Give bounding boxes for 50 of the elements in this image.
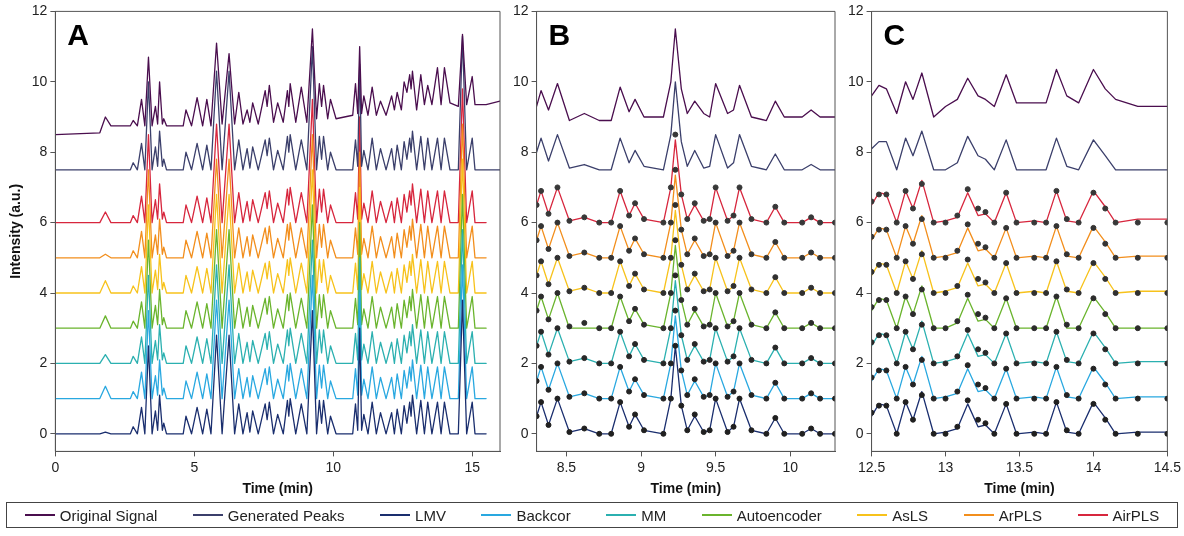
y-tick-label: 12: [847, 2, 864, 19]
y-axis-title: Intensity (a.u.): [7, 183, 24, 279]
x-tick-label: 9.5: [705, 458, 726, 475]
legend-label: AsLS: [892, 506, 929, 524]
x-tick-label: 14.5: [1153, 458, 1182, 475]
y-tick-label: 6: [855, 213, 864, 230]
chart-title: A: [67, 17, 90, 51]
x-tick-label: 13: [937, 458, 954, 475]
y-tick-label: 2: [520, 354, 529, 371]
y-tick-label: 12: [512, 2, 529, 19]
legend-label: LMV: [415, 506, 446, 524]
x-tick-label: 10: [325, 458, 342, 475]
x-tick-label: 13.5: [1005, 458, 1034, 475]
legend-label: ArPLS: [998, 506, 1042, 524]
x-tick-label: 5: [190, 458, 199, 475]
legend-label: Backcor: [516, 506, 571, 524]
x-axis-title: Time (min): [984, 480, 1055, 497]
x-tick-label: 8.5: [556, 458, 577, 475]
chart-title: C: [883, 17, 906, 51]
y-tick-label: 6: [39, 213, 48, 230]
legend-label: Generated Peaks: [227, 506, 345, 524]
legend-label: AirPLS: [1112, 506, 1160, 524]
y-tick-label: 4: [855, 283, 864, 300]
legend-label: Original Signal: [59, 506, 158, 524]
y-tick-label: 8: [39, 143, 48, 160]
legend-label: Autoencoder: [736, 506, 822, 524]
y-tick-label: 10: [847, 72, 864, 89]
y-tick-label: 4: [39, 283, 48, 300]
y-tick-label: 0: [39, 424, 48, 441]
x-tick-label: 15: [464, 458, 481, 475]
y-tick-label: 8: [855, 143, 864, 160]
x-tick-label: 10: [782, 458, 799, 475]
y-tick-label: 6: [520, 213, 529, 230]
x-tick-label: 12.5: [857, 458, 886, 475]
x-axis-title: Time (min): [650, 480, 722, 497]
y-tick-label: 12: [31, 2, 48, 19]
y-tick-label: 8: [520, 143, 529, 160]
y-tick-label: 10: [31, 72, 48, 89]
y-tick-label: 0: [520, 424, 529, 441]
legend-label: MM: [641, 506, 667, 524]
chart-title: B: [548, 17, 571, 51]
y-tick-label: 2: [855, 354, 864, 371]
y-tick-label: 2: [39, 354, 48, 371]
x-tick-label: 14: [1085, 458, 1102, 475]
y-tick-label: 0: [855, 424, 864, 441]
y-tick-label: 10: [512, 72, 529, 89]
y-tick-label: 4: [520, 283, 529, 300]
x-axis-title: Time (min): [242, 480, 313, 497]
x-tick-label: 9: [637, 458, 646, 475]
x-tick-label: 0: [51, 458, 60, 475]
